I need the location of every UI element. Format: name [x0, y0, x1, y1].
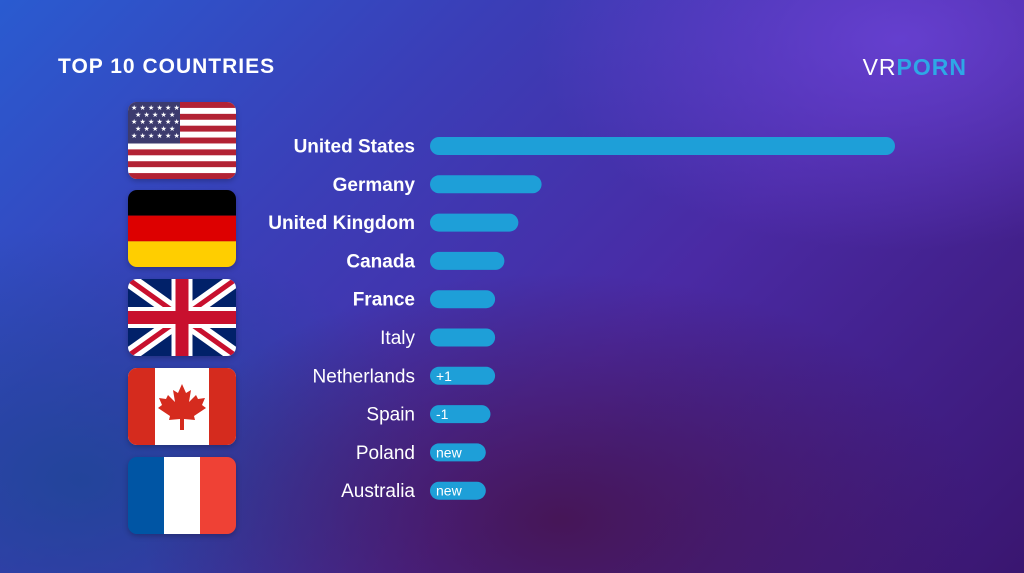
- bar: [430, 137, 895, 155]
- france-flag-icon: [128, 457, 236, 534]
- category-label: Canada: [346, 251, 415, 272]
- bar: [430, 481, 486, 500]
- germany-flag-icon: [128, 190, 236, 267]
- bar-change-label: -1: [436, 406, 449, 422]
- svg-text:★ ★ ★ ★ ★ ★: ★ ★ ★ ★ ★ ★: [131, 118, 180, 126]
- logo-text-right: PORN: [896, 54, 967, 80]
- category-label: Germany: [333, 175, 416, 196]
- bar: [430, 290, 496, 309]
- chart-title: TOP 10 COUNTRIES: [58, 55, 276, 78]
- bar: [430, 175, 542, 194]
- svg-text:★ ★ ★ ★ ★: ★ ★ ★ ★ ★: [135, 125, 175, 133]
- category-label: France: [353, 290, 415, 311]
- category-label: United Kingdom: [268, 213, 415, 234]
- svg-text:★ ★ ★ ★ ★ ★: ★ ★ ★ ★ ★ ★: [131, 104, 180, 112]
- svg-text:★ ★ ★ ★ ★: ★ ★ ★ ★ ★: [135, 111, 175, 119]
- bar: [430, 213, 519, 232]
- uk-flag-icon: [128, 279, 236, 356]
- category-label: United States: [294, 137, 415, 158]
- category-label: Netherlands: [313, 366, 415, 387]
- category-label: Spain: [366, 405, 415, 426]
- bar: [430, 328, 496, 347]
- logo-text-left: VR: [862, 54, 897, 80]
- brand-logo[interactable]: VRPORN: [863, 54, 967, 81]
- bar-change-label: new: [436, 444, 463, 460]
- category-label: Poland: [356, 443, 415, 464]
- bar-change-label: +1: [436, 368, 452, 384]
- bar: [430, 251, 505, 270]
- svg-text:★ ★ ★ ★ ★ ★: ★ ★ ★ ★ ★ ★: [131, 132, 180, 140]
- us-flag-icon: ★ ★ ★ ★ ★ ★ ★ ★ ★ ★ ★ ★ ★ ★ ★ ★ ★ ★ ★ ★ …: [128, 102, 236, 179]
- bar: [430, 405, 491, 424]
- bar: [430, 366, 496, 385]
- bar: [430, 443, 486, 462]
- canada-flag-icon: [128, 368, 236, 445]
- category-label: Australia: [341, 481, 415, 502]
- bar-change-label: new: [436, 483, 463, 499]
- category-label: Italy: [380, 328, 415, 349]
